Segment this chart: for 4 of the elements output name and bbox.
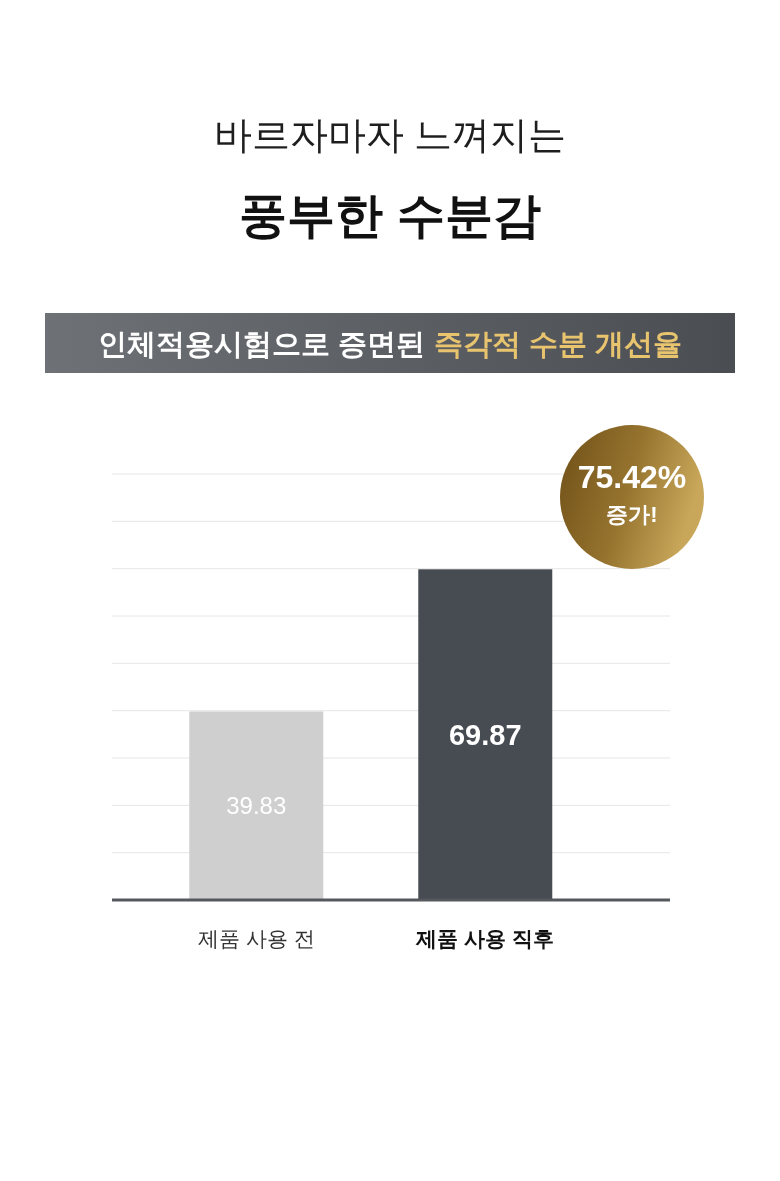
annotation: 인체적용시험으로 증면된 즉각적 수분 개선율 — [98, 328, 682, 360]
title: 바르자마자 느껴지는 — [213, 114, 567, 156]
subtitle: 풍부한 수분감 — [239, 189, 541, 242]
annotation: 75.42% 증가! — [577, 459, 687, 527]
